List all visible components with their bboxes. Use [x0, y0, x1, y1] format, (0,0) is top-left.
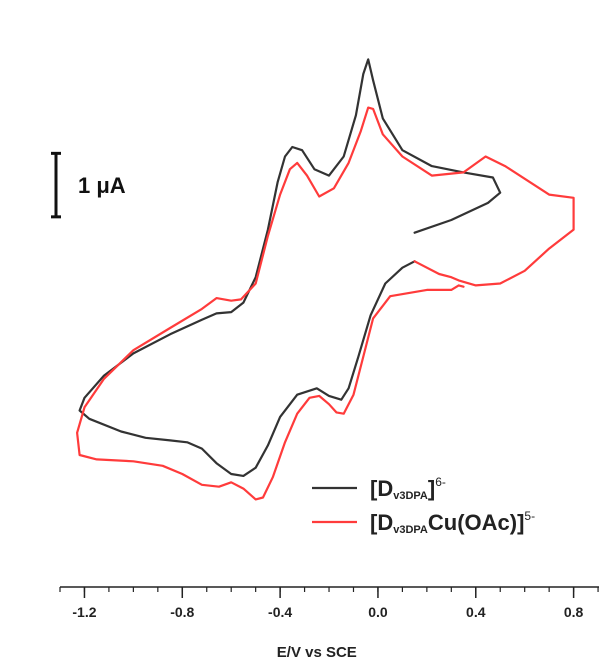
- x-tick-label: 0.8: [564, 604, 584, 620]
- x-tick-label: 0.4: [466, 604, 486, 620]
- x-tick-label: -0.4: [268, 604, 292, 620]
- x-tick-label: -0.8: [170, 604, 194, 620]
- scale-bar: 1 μA: [51, 151, 126, 219]
- legend: [Dv3DPA]6- [Dv3DPACu(OAc)]5-: [312, 475, 535, 536]
- legend-label-2: [Dv3DPACu(OAc)]5-: [370, 509, 535, 536]
- plot-area: [76, 58, 575, 501]
- legend-label-1: [Dv3DPA]6-: [370, 475, 446, 502]
- x-tick-label: 0.0: [368, 604, 388, 620]
- x-tick-label: -1.2: [72, 604, 96, 620]
- scale-bar-label: 1 μA: [78, 173, 126, 198]
- x-axis-title: E/V vs SCE: [277, 644, 357, 661]
- x-axis: -1.2 -0.8 -0.4 0.0 0.4 0.8: [59, 586, 599, 620]
- series-line-2: [76, 106, 575, 501]
- series-line-1: [78, 58, 502, 477]
